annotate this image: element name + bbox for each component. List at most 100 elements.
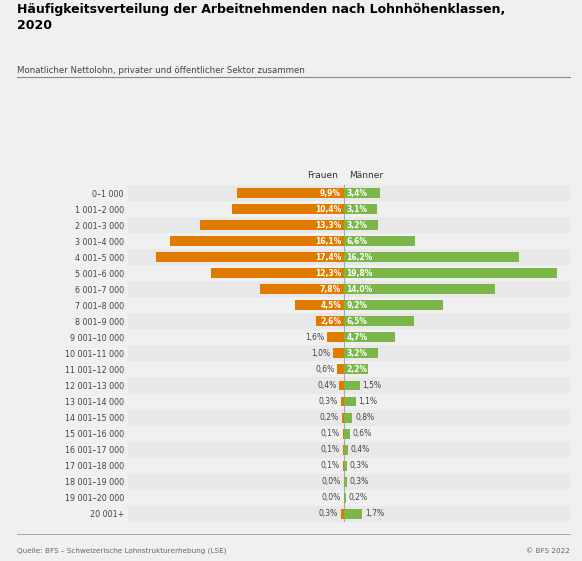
Text: 4,7%: 4,7% — [346, 333, 368, 342]
Text: 1,5%: 1,5% — [363, 381, 382, 390]
Bar — [128, 393, 570, 410]
Bar — [128, 505, 570, 522]
Bar — [344, 220, 378, 230]
Bar — [343, 461, 344, 471]
Text: Quelle: BFS – Schweizerische Lohnstrukturerhebung (LSE): Quelle: BFS – Schweizerische Lohnstruktu… — [17, 548, 227, 554]
Text: 0,2%: 0,2% — [320, 413, 339, 422]
Bar — [342, 412, 344, 422]
Bar — [237, 188, 344, 198]
Bar — [170, 236, 344, 246]
Text: 0,4%: 0,4% — [318, 381, 337, 390]
Text: 0,1%: 0,1% — [321, 445, 340, 454]
Text: 1,0%: 1,0% — [311, 349, 331, 358]
Bar — [344, 461, 347, 471]
Text: 3,1%: 3,1% — [346, 205, 367, 214]
Text: 12,3%: 12,3% — [315, 269, 341, 278]
Bar — [128, 378, 570, 393]
Bar — [343, 445, 344, 454]
Text: 13,3%: 13,3% — [315, 220, 341, 229]
Bar — [344, 284, 495, 295]
Bar — [316, 316, 344, 327]
Bar — [344, 380, 360, 390]
Bar — [344, 365, 368, 374]
Text: 0,3%: 0,3% — [318, 509, 338, 518]
Bar — [333, 348, 344, 358]
Bar — [344, 493, 346, 503]
Text: 0,4%: 0,4% — [351, 445, 370, 454]
Bar — [344, 397, 356, 407]
Bar — [344, 236, 415, 246]
Text: 0,0%: 0,0% — [322, 477, 341, 486]
Text: 3,2%: 3,2% — [346, 349, 367, 358]
Text: © BFS 2022: © BFS 2022 — [527, 548, 570, 554]
Bar — [344, 348, 378, 358]
Text: 0,1%: 0,1% — [321, 461, 340, 470]
Bar — [128, 329, 570, 346]
Text: 10,4%: 10,4% — [315, 205, 341, 214]
Bar — [128, 265, 570, 281]
Bar — [327, 333, 344, 342]
Text: 9,2%: 9,2% — [346, 301, 367, 310]
Text: 0,3%: 0,3% — [350, 461, 369, 470]
Bar — [128, 473, 570, 490]
Text: 2,6%: 2,6% — [320, 317, 341, 326]
Text: Häufigkeitsverteilung der Arbeitnehmenden nach Lohnhöhenklassen,
2020: Häufigkeitsverteilung der Arbeitnehmende… — [17, 3, 506, 32]
Text: 6,6%: 6,6% — [346, 237, 367, 246]
Text: 19,8%: 19,8% — [346, 269, 373, 278]
Bar — [344, 316, 414, 327]
Text: 0,3%: 0,3% — [318, 397, 338, 406]
Bar — [128, 490, 570, 505]
Bar — [344, 252, 519, 262]
Bar — [128, 233, 570, 249]
Text: 0,1%: 0,1% — [321, 429, 340, 438]
Text: 7,8%: 7,8% — [320, 285, 341, 294]
Text: 17,4%: 17,4% — [315, 253, 341, 262]
Bar — [344, 188, 381, 198]
Bar — [344, 429, 350, 439]
Text: 14,0%: 14,0% — [346, 285, 372, 294]
Text: 0,0%: 0,0% — [322, 493, 341, 502]
Text: 16,2%: 16,2% — [346, 253, 372, 262]
Bar — [340, 509, 344, 519]
Bar — [340, 397, 344, 407]
Bar — [200, 220, 344, 230]
Bar — [338, 365, 344, 374]
Bar — [211, 268, 344, 278]
Text: Monatlicher Nettolohn, privater und öffentlicher Sektor zusammen: Monatlicher Nettolohn, privater und öffe… — [17, 66, 306, 75]
Text: 3,4%: 3,4% — [346, 188, 367, 197]
Bar — [128, 410, 570, 426]
Text: 0,6%: 0,6% — [315, 365, 335, 374]
Text: Männer: Männer — [349, 171, 384, 180]
Bar — [232, 204, 344, 214]
Text: 2,2%: 2,2% — [346, 365, 367, 374]
Text: 0,8%: 0,8% — [355, 413, 374, 422]
Bar — [128, 249, 570, 265]
Bar — [344, 300, 443, 310]
Bar — [344, 445, 348, 454]
Bar — [344, 204, 377, 214]
Bar — [128, 185, 570, 201]
Text: 1,1%: 1,1% — [359, 397, 377, 406]
Bar — [128, 361, 570, 378]
Bar — [128, 297, 570, 314]
Text: 9,9%: 9,9% — [320, 188, 341, 197]
Bar — [128, 442, 570, 458]
Bar — [128, 281, 570, 297]
Bar — [344, 477, 347, 486]
Bar — [343, 429, 344, 439]
Text: 1,6%: 1,6% — [305, 333, 324, 342]
Bar — [156, 252, 344, 262]
Text: 0,2%: 0,2% — [349, 493, 368, 502]
Text: 3,2%: 3,2% — [346, 220, 367, 229]
Bar — [260, 284, 344, 295]
Bar — [128, 426, 570, 442]
Bar — [128, 346, 570, 361]
Bar — [128, 314, 570, 329]
Text: 1,7%: 1,7% — [365, 509, 384, 518]
Text: 0,3%: 0,3% — [350, 477, 369, 486]
Text: 16,1%: 16,1% — [315, 237, 341, 246]
Bar — [128, 217, 570, 233]
Bar — [344, 333, 395, 342]
Text: 6,5%: 6,5% — [346, 317, 367, 326]
Bar — [128, 201, 570, 217]
